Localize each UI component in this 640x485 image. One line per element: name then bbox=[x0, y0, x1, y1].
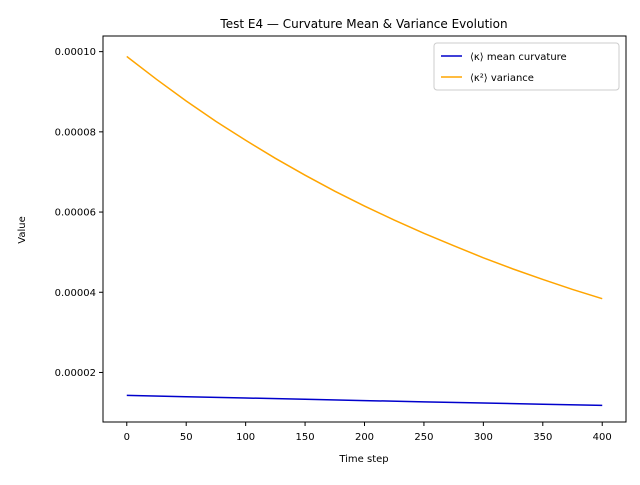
x-tick-label: 0 bbox=[124, 432, 130, 443]
legend-box bbox=[433, 42, 620, 91]
chart-title: Test E4 — Curvature Mean & Variance Evol… bbox=[219, 17, 507, 31]
x-tick-label: 300 bbox=[474, 432, 493, 443]
x-tick-label: 350 bbox=[533, 432, 552, 443]
series-layer bbox=[126, 55, 603, 407]
y-tick-label: 0.00010 bbox=[55, 47, 96, 58]
x-axis-label: Time step bbox=[338, 454, 388, 465]
y-tick-label: 0.00004 bbox=[55, 288, 96, 299]
legend: ⟨κ⟩ mean curvature ⟨κ²⟩ variance bbox=[433, 42, 620, 91]
x-tick-label: 400 bbox=[593, 432, 612, 443]
x-tick-label: 150 bbox=[296, 432, 315, 443]
y-tick-label: 0.00008 bbox=[55, 127, 96, 138]
x-tick-label: 250 bbox=[414, 432, 433, 443]
y-tick-label: 0.00006 bbox=[55, 208, 96, 219]
y-axis-label: Value bbox=[17, 216, 28, 243]
y-tick-label: 0.00002 bbox=[55, 368, 96, 379]
legend-label-0: ⟨κ⟩ mean curvature bbox=[470, 52, 567, 63]
y-axis-ticks: 0.00002 0.00004 0.00006 0.00008 0.00010 bbox=[55, 47, 103, 379]
x-axis-ticks: 0 50 100 150 200 250 300 350 400 bbox=[124, 422, 612, 443]
x-tick-label: 50 bbox=[180, 432, 193, 443]
series-line-1 bbox=[126, 55, 603, 300]
x-tick-label: 200 bbox=[355, 432, 374, 443]
legend-label-1: ⟨κ²⟩ variance bbox=[470, 73, 534, 84]
series-line-0 bbox=[126, 394, 603, 407]
x-tick-label: 100 bbox=[236, 432, 255, 443]
